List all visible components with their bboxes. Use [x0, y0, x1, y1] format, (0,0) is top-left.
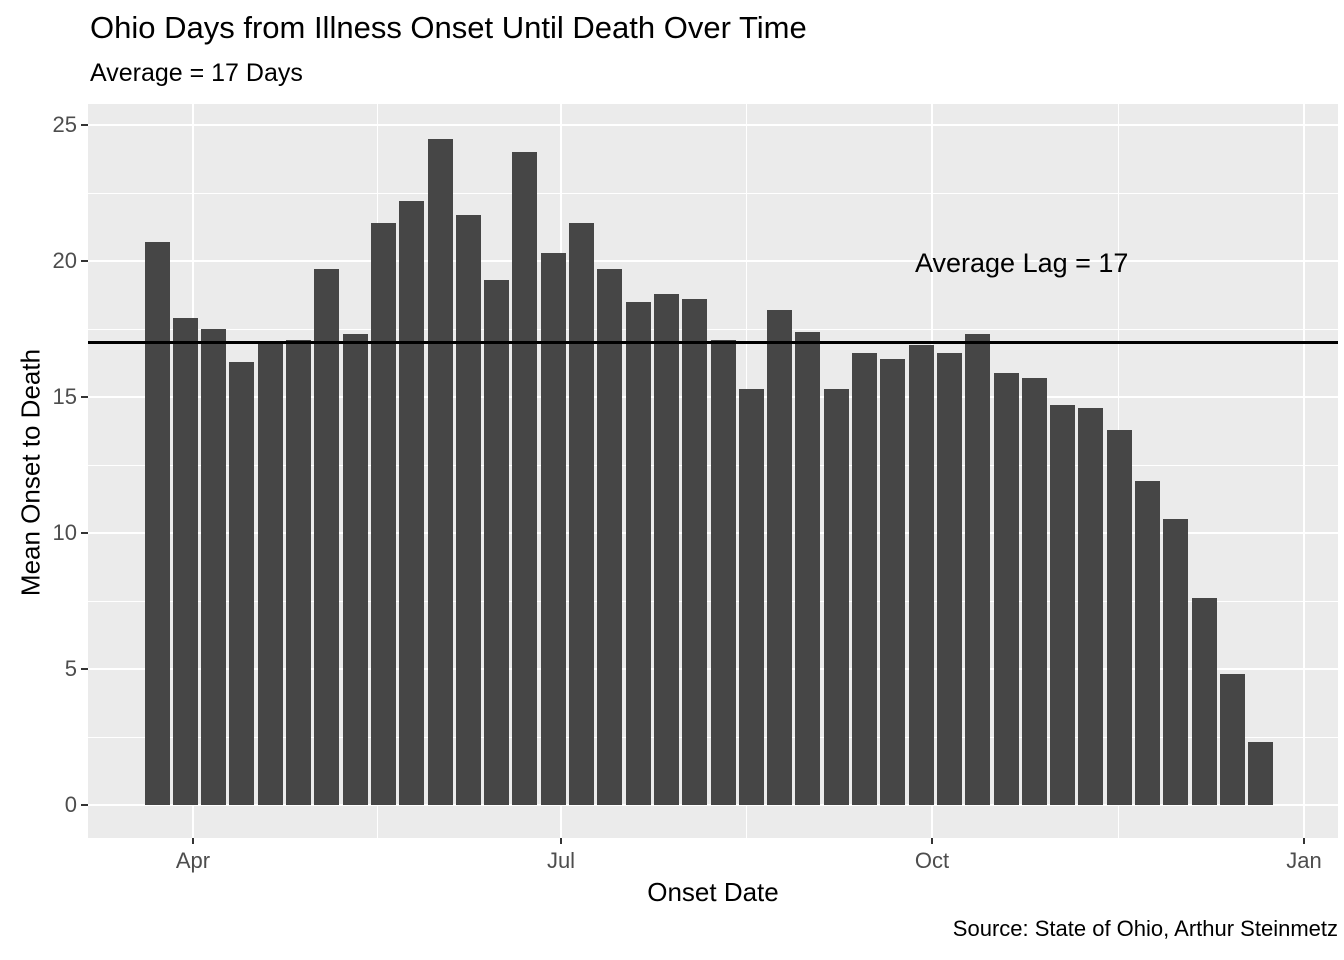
y-tick-label: 25 [52, 112, 77, 137]
bar [342, 334, 368, 805]
bar [1219, 674, 1245, 805]
bar [1163, 519, 1189, 805]
bar [1106, 429, 1132, 805]
x-axis-title: Onset Date [647, 877, 779, 907]
bar [936, 353, 962, 805]
y-axis-tick [81, 668, 88, 670]
bar [399, 201, 425, 805]
y-tick-label: 0 [64, 792, 77, 817]
bar [370, 222, 396, 805]
y-gridline-major [88, 124, 1338, 126]
reference-line-annotation: Average Lag = 17 [915, 248, 1129, 278]
source-caption: Source: State of Ohio, Arthur Steinmetz [952, 916, 1338, 941]
bar [257, 342, 283, 805]
bar [682, 299, 708, 805]
bar [455, 214, 481, 805]
bar [569, 222, 594, 805]
y-gridline-major [88, 804, 1338, 806]
plot-panel [88, 104, 1338, 838]
bar [201, 329, 227, 805]
bar [512, 152, 538, 805]
x-axis-tick [560, 838, 562, 844]
bar [1191, 598, 1217, 805]
y-axis-tick [81, 804, 88, 806]
y-gridline-minor [88, 192, 1338, 194]
bar [172, 318, 198, 805]
y-tick-label: 5 [64, 656, 77, 681]
bar [314, 269, 340, 805]
y-gridline-major [88, 260, 1338, 262]
y-axis-tick [81, 532, 88, 534]
bar [653, 293, 679, 805]
x-tick-label: Oct [914, 848, 950, 873]
x-tick-label: Jan [1286, 848, 1322, 873]
x-axis-tick [192, 838, 194, 844]
y-axis-tick [81, 124, 88, 126]
bar [286, 339, 311, 805]
plot-title: Ohio Days from Illness Onset Until Death… [90, 10, 807, 45]
y-axis-tick [81, 260, 88, 262]
bar [144, 241, 170, 805]
bar [767, 309, 793, 805]
bar [540, 252, 566, 805]
bar [965, 334, 991, 805]
bar [484, 280, 510, 805]
y-gridline-minor [88, 328, 1338, 330]
y-axis-tick [81, 396, 88, 398]
y-tick-label: 10 [52, 520, 77, 545]
x-tick-label: Jul [546, 848, 576, 873]
bar [597, 269, 623, 805]
y-tick-label: 15 [52, 384, 77, 409]
bar [880, 358, 906, 805]
x-tick-label: Apr [175, 848, 211, 873]
bar [625, 301, 651, 805]
plot-subtitle: Average = 17 Days [90, 59, 303, 87]
bar [229, 361, 255, 805]
bar [852, 353, 877, 805]
bar [1248, 742, 1274, 805]
x-axis-tick [931, 838, 933, 844]
bar [1135, 481, 1160, 805]
bar [738, 388, 764, 805]
bar [908, 345, 934, 805]
bar [1021, 377, 1047, 805]
bar [795, 331, 821, 805]
x-gridline-major [1303, 104, 1305, 838]
bar [1050, 405, 1076, 805]
bar [427, 138, 453, 805]
bar [993, 372, 1019, 805]
average-reference-line [88, 341, 1338, 345]
bar [823, 388, 849, 805]
bar [1078, 407, 1104, 805]
x-axis-tick [1303, 838, 1305, 844]
y-axis-title: Mean Onset to Death [15, 348, 46, 597]
bar [710, 339, 736, 805]
y-tick-label: 20 [52, 248, 77, 273]
